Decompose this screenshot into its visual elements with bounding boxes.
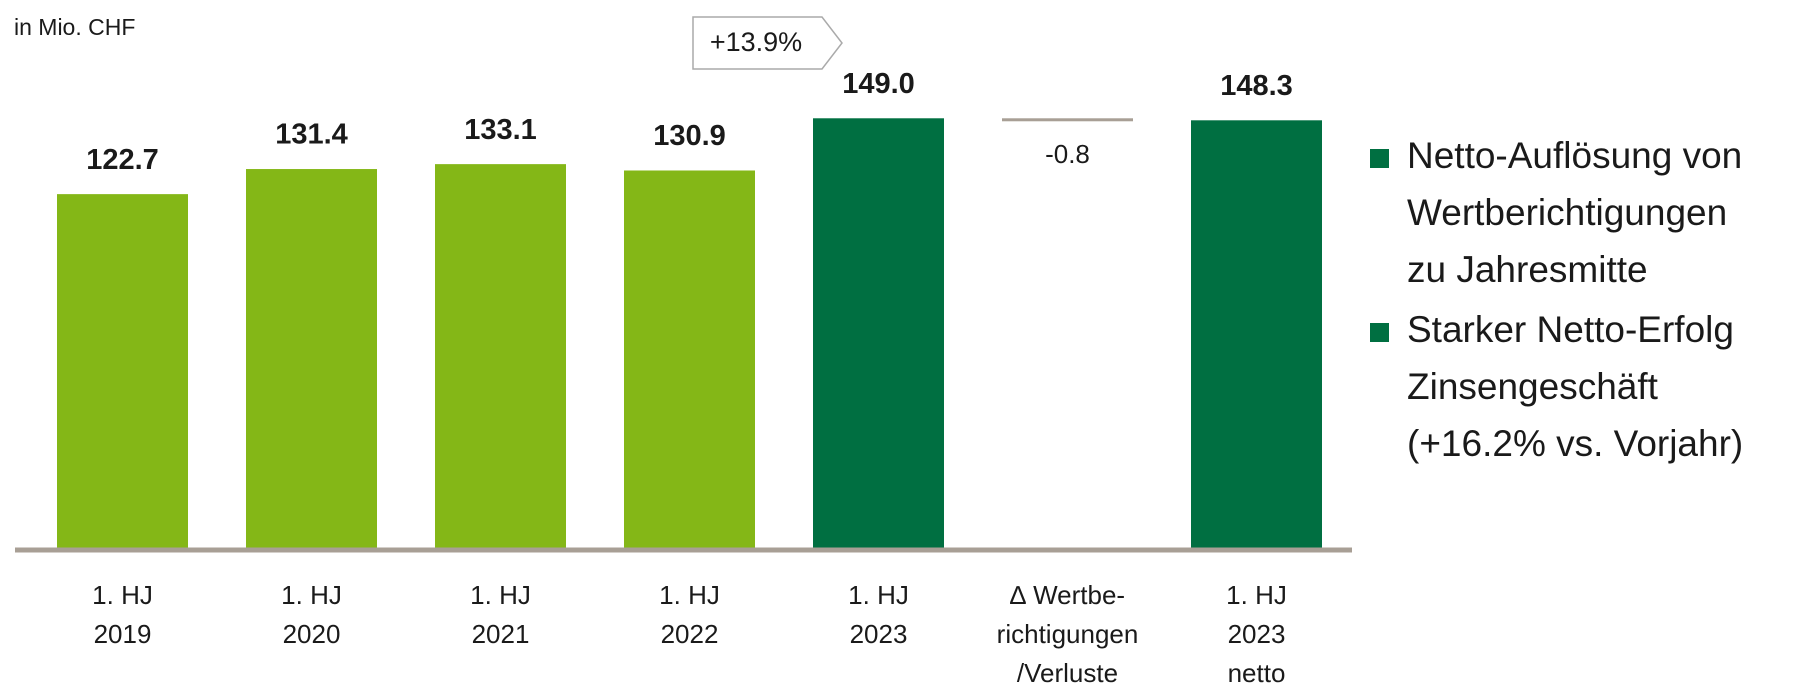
- bar: [246, 169, 377, 548]
- x-tick-label-line: 1. HJ: [659, 580, 720, 610]
- x-tick-label: 1. HJ 2021: [470, 580, 531, 649]
- bullet-text: Netto-Auflösung von: [1407, 135, 1742, 176]
- annotation-box: [692, 16, 843, 70]
- bullet-text: Zinsengeschäft: [1407, 366, 1659, 407]
- x-tick-label: 1. HJ 2023: [848, 580, 909, 649]
- annotation: +13.9%: [710, 27, 802, 57]
- bullet-marker: [1370, 323, 1389, 342]
- x-tick-label-line: 2023: [850, 619, 908, 649]
- bar: [57, 194, 188, 549]
- value-label: 131.4: [275, 119, 348, 151]
- value-label: 130.9: [653, 120, 726, 152]
- value-label: -0.8: [1045, 139, 1090, 169]
- x-tick-label-line: netto: [1228, 658, 1286, 688]
- x-tick-label-line: 2020: [283, 619, 341, 649]
- bullet-text: Starker Netto-Erfolg: [1407, 309, 1734, 350]
- value-label: 149.0: [842, 68, 915, 100]
- x-tick-label-line: richtigungen: [997, 619, 1139, 649]
- x-tick-label-line: 1. HJ: [281, 580, 342, 610]
- value-label: 133.1: [464, 114, 537, 146]
- chart-subtitle: in Mio. CHF: [14, 14, 135, 40]
- x-tick-label-line: 2019: [94, 619, 152, 649]
- bullet-text: (+16.2% vs. Vorjahr): [1407, 423, 1743, 464]
- bullet-marker: [1370, 149, 1389, 168]
- x-tick-label-line: 1. HJ: [1226, 580, 1287, 610]
- x-tick-label: 1. HJ 2019: [92, 580, 153, 649]
- bar: [1002, 118, 1133, 122]
- x-tick-label-line: 1. HJ: [470, 580, 531, 610]
- x-tick-label-line: 1. HJ: [92, 580, 153, 610]
- value-label: 148.3: [1220, 70, 1293, 102]
- bar: [813, 118, 944, 548]
- x-tick-label-line: ∆ Wertbe-: [1010, 580, 1125, 610]
- bullet-text: Wertberichtigungen: [1407, 192, 1727, 233]
- x-tick-label: 1. HJ 2023 netto: [1226, 580, 1287, 688]
- x-tick-label-line: 2023: [1228, 619, 1286, 649]
- x-tick-label-line: 2022: [661, 619, 719, 649]
- x-tick-label-line: /Verluste: [1017, 658, 1118, 688]
- x-tick-label-line: 1. HJ: [848, 580, 909, 610]
- x-tick-label: 1. HJ 2022: [659, 580, 720, 649]
- bullet-text: zu Jahresmitte: [1407, 249, 1648, 290]
- bar: [1191, 120, 1322, 549]
- x-tick-label: 1. HJ 2020: [281, 580, 342, 649]
- x-tick-label: ∆ Wertbe-richtigungen/Verluste: [997, 580, 1139, 688]
- x-tick-label-line: 2021: [472, 619, 530, 649]
- value-label: 122.7: [86, 144, 159, 176]
- bar: [624, 170, 755, 548]
- bar: [435, 164, 566, 549]
